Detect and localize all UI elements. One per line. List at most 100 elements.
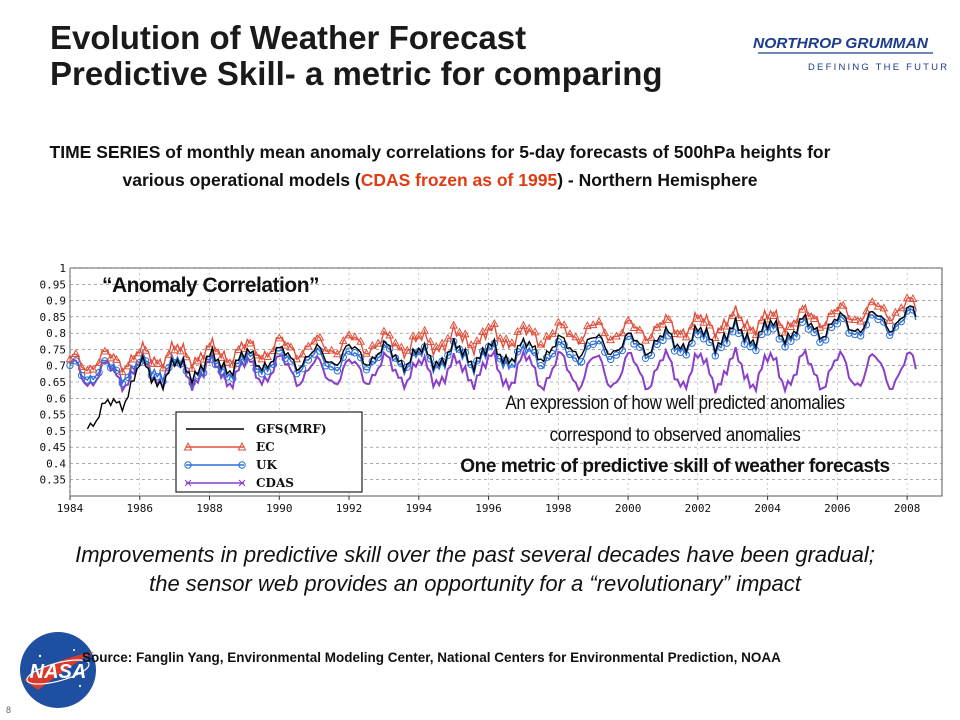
data-point-ec bbox=[757, 315, 767, 324]
anomaly-correlation-chart: 1 0.95 0.9 0.85 0.8 0.75 0.7 0.65 0.6 0.55 0.5 0.45… bbox=[40, 262, 943, 515]
data-point-uk bbox=[188, 379, 196, 387]
y-tick-label: 0.75 bbox=[40, 343, 66, 356]
data-point-uk bbox=[537, 361, 545, 370]
data-point-ec bbox=[77, 362, 86, 371]
y-tick-label: 0.35 bbox=[40, 474, 66, 487]
x-tick-label: 2006 bbox=[824, 502, 851, 515]
data-point-ec bbox=[460, 329, 470, 338]
data-point-ec bbox=[443, 333, 453, 342]
legend-label-ec: EC bbox=[256, 440, 275, 454]
data-point-ec bbox=[181, 352, 191, 361]
data-point-ec bbox=[530, 327, 540, 336]
data-point-ec bbox=[309, 336, 319, 345]
data-point-ec bbox=[623, 315, 633, 324]
data-point-ec bbox=[536, 339, 546, 348]
data-point-ec bbox=[629, 322, 639, 331]
data-point-ec bbox=[896, 303, 906, 312]
data-point-uk bbox=[612, 351, 621, 359]
data-point-ec bbox=[850, 314, 860, 324]
data-point-ec bbox=[908, 293, 918, 303]
data-point-ec bbox=[327, 345, 336, 354]
title-line-1: Evolution of Weather Forecast bbox=[50, 19, 527, 56]
data-point-ec bbox=[891, 307, 900, 316]
data-point-ec bbox=[844, 314, 854, 323]
data-point-ec bbox=[100, 346, 110, 355]
data-point-ec bbox=[745, 325, 755, 334]
data-point-ec bbox=[722, 321, 732, 330]
data-point-ec bbox=[867, 297, 877, 306]
legend-marker-uk bbox=[184, 461, 192, 469]
data-point-ec bbox=[681, 332, 691, 341]
data-point-uk bbox=[589, 340, 597, 348]
data-point-ec bbox=[815, 322, 825, 331]
data-point-ec bbox=[513, 326, 522, 335]
data-point-ec bbox=[583, 321, 592, 330]
data-point-ec bbox=[809, 313, 819, 322]
data-point-ec bbox=[699, 317, 708, 326]
data-point-ec bbox=[298, 349, 307, 358]
data-point-ec bbox=[117, 367, 127, 376]
data-point-uk bbox=[606, 355, 615, 364]
data-point-ec bbox=[617, 328, 627, 337]
data-point-ec bbox=[646, 332, 656, 341]
data-point-ec bbox=[862, 306, 871, 315]
data-point-ec bbox=[112, 354, 121, 363]
data-point-uk bbox=[554, 337, 563, 346]
x-tick-label: 2000 bbox=[615, 502, 642, 515]
x-tick-label: 1990 bbox=[266, 502, 293, 515]
data-point-ec bbox=[600, 328, 610, 337]
data-point-ec bbox=[455, 327, 464, 336]
data-point-ec bbox=[728, 310, 738, 319]
data-point-uk bbox=[153, 373, 161, 381]
data-point-ec bbox=[751, 330, 761, 339]
subtitle-highlight: CDAS frozen as of 1995 bbox=[360, 170, 558, 190]
legend-marker-uk bbox=[238, 461, 246, 469]
data-point-ec bbox=[170, 345, 179, 354]
data-point-ec bbox=[147, 358, 156, 367]
title-line-2: Predictive Skill- a metric for comparing bbox=[50, 55, 663, 92]
data-point-ec bbox=[501, 334, 511, 343]
data-point-ec bbox=[286, 342, 296, 351]
x-tick-label: 1998 bbox=[545, 502, 572, 515]
data-point-ec bbox=[553, 317, 563, 326]
data-point-ec bbox=[88, 364, 98, 373]
chart-description: TIME SERIES of monthly mean anomaly corr… bbox=[20, 138, 860, 194]
data-point-ec bbox=[193, 356, 203, 365]
data-point-ec bbox=[559, 320, 569, 329]
legend-label-cdas: CDAS bbox=[256, 476, 294, 490]
data-point-ec bbox=[565, 329, 575, 338]
x-tick-label: 2002 bbox=[685, 502, 712, 515]
data-point-ec bbox=[292, 354, 302, 363]
x-tick-label: 1984 bbox=[57, 502, 84, 515]
data-point-uk bbox=[77, 371, 86, 380]
improvement-statement: Improvements in predictive skill over th… bbox=[75, 542, 875, 596]
data-point-ec bbox=[71, 349, 81, 358]
data-point-ec bbox=[240, 343, 249, 352]
data-point-ec bbox=[367, 340, 377, 349]
data-point-ec bbox=[385, 330, 395, 339]
y-tick-label: 0.8 bbox=[46, 327, 66, 340]
data-point-uk bbox=[124, 373, 132, 382]
data-point-ec bbox=[676, 329, 685, 338]
data-point-ec bbox=[833, 306, 842, 315]
data-point-ec bbox=[373, 338, 383, 347]
data-point-ec bbox=[803, 311, 813, 320]
data-point-ec bbox=[519, 320, 528, 329]
annotation-line-1: An expression of how well predicted anom… bbox=[505, 393, 845, 414]
data-point-ec bbox=[222, 357, 232, 366]
legend-label-gfsmrf: GFS(MRF) bbox=[256, 422, 327, 436]
data-point-ec bbox=[571, 332, 581, 341]
brand-tagline: DEFINING THE FUTURE bbox=[808, 62, 948, 73]
data-point-ec bbox=[123, 361, 133, 370]
data-point-ec bbox=[304, 341, 313, 350]
x-tick-label: 1996 bbox=[475, 502, 502, 515]
data-point-uk bbox=[327, 363, 336, 371]
data-point-ec bbox=[856, 316, 865, 325]
data-point-ec bbox=[344, 330, 354, 339]
data-point-ec bbox=[152, 358, 162, 367]
data-point-ec bbox=[821, 320, 831, 329]
data-point-ec bbox=[135, 348, 145, 357]
y-tick-label: 0.45 bbox=[40, 441, 66, 454]
data-point-ec bbox=[164, 349, 174, 358]
chart-title: “Anomaly Correlation” bbox=[102, 274, 320, 297]
